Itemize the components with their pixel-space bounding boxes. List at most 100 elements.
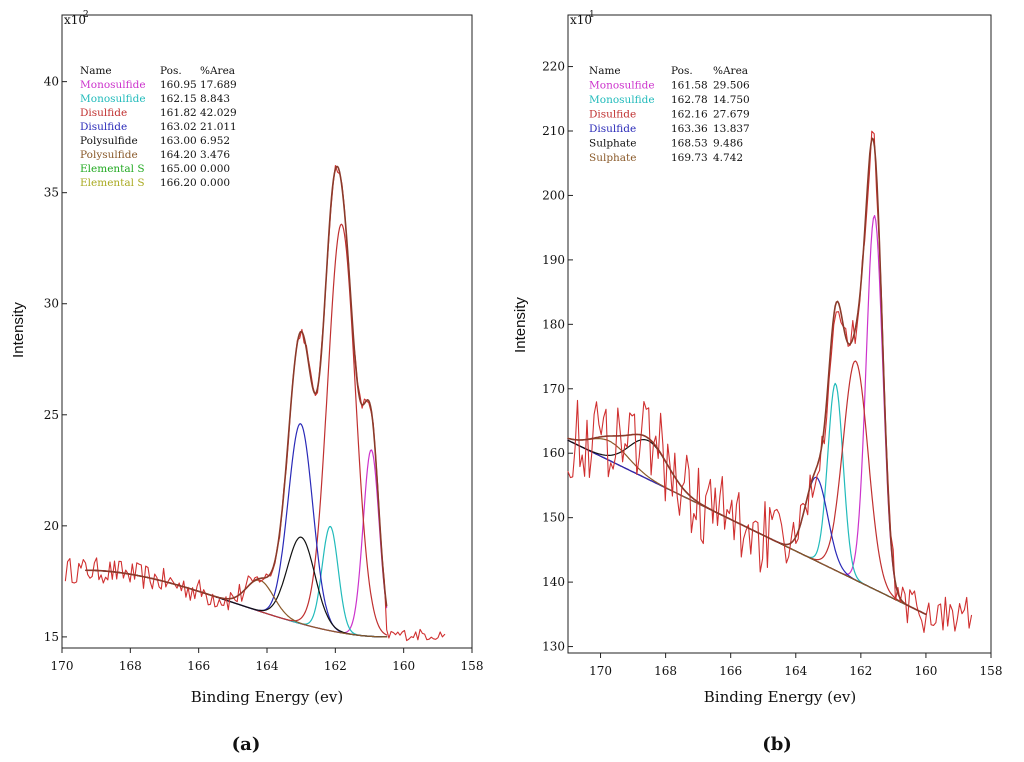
panel-b-y-axis-label: Intensity xyxy=(512,297,529,353)
panel-a-legend-entry-area: 0.000 xyxy=(200,163,230,175)
panel-a-x-axis-label: Binding Energy (ev) xyxy=(191,688,343,706)
panel-a-legend-entry-name: Monosulfide xyxy=(80,93,146,105)
panel-b-plot-frame xyxy=(567,14,992,654)
panel-a-legend-entry-pos: 163.02 xyxy=(160,121,197,133)
panel-a-legend-entry-name: Polysulfide xyxy=(80,149,138,161)
panel-b-fit-envelope xyxy=(567,137,927,616)
panel-b-y-tick-label: 200 xyxy=(542,188,565,202)
panel-a-x-tick-label: 166 xyxy=(187,659,210,673)
panel-a-legend-header-pos: Pos. xyxy=(160,65,182,77)
panel-b-legend-entry-area: 13.837 xyxy=(713,123,750,135)
panel-a-label: (a) xyxy=(232,734,261,755)
panel-a-legend-entry-area: 17.689 xyxy=(200,79,237,91)
panel-a-legend-entry-area: 42.029 xyxy=(200,107,237,119)
panel-a-y-tick-label: 20 xyxy=(44,519,59,533)
panel-a-legend-entry-area: 21.011 xyxy=(200,121,237,133)
panel-b-y-multiplier: x10 xyxy=(570,13,592,27)
panel-b-legend-entry-pos: 163.36 xyxy=(671,123,708,135)
panel-a-chart: x10 2 Intensity Binding Energy (ev) (a) … xyxy=(10,10,483,755)
panel-b-y-tick-label: 190 xyxy=(542,253,565,267)
panel-b-legend-entry-name: Sulphate xyxy=(589,152,637,164)
panel-b-x-tick-label: 164 xyxy=(784,664,807,678)
panel-b-legend-entry-area: 27.679 xyxy=(713,109,750,121)
panel-b-label: (b) xyxy=(762,734,792,755)
panel-a-y-tick-label: 25 xyxy=(44,408,59,422)
panel-a-y-tick-label: 35 xyxy=(44,186,59,200)
panel-b-y-tick-label: 160 xyxy=(542,446,565,460)
panel-a-legend: Name Pos. %Area Monosulfide 160.95 17.689 Mono… xyxy=(80,65,237,189)
panel-a-y-tick-label: 40 xyxy=(44,75,59,89)
panel-b-legend-entry-pos: 168.53 xyxy=(671,138,708,150)
panel-b-y-tick-label: 220 xyxy=(542,60,565,74)
panel-a-legend-header-area: %Area xyxy=(200,65,235,77)
panel-a-y-tick-label: 15 xyxy=(44,630,59,644)
panel-a-ticks: 170 168 166 164 162 160 158 15 20 25 30 35 40 xyxy=(44,75,484,673)
panel-a-x-tick-label: 170 xyxy=(51,659,74,673)
panel-b-x-tick-label: 158 xyxy=(980,664,1003,678)
panel-a-x-tick-label: 168 xyxy=(119,659,142,673)
panel-b-x-tick-label: 170 xyxy=(589,664,612,678)
panel-b-legend-header-pos: Pos. xyxy=(671,65,693,77)
panel-a-legend-entry-name: Elemental S xyxy=(80,177,145,189)
panel-a-legend-entry-name: Elemental S xyxy=(80,163,145,175)
panel-a-legend-entry-pos: 166.20 xyxy=(160,177,197,189)
panel-a-legend-entry-area: 6.952 xyxy=(200,135,230,147)
panel-b-x-tick-label: 166 xyxy=(719,664,742,678)
panel-b-y-tick-label: 210 xyxy=(542,124,565,138)
panel-b-ticks: 170 168 166 164 162 160 158 130 140 150 160 170 180 1… xyxy=(542,60,1002,678)
panel-a-legend-entry-pos: 163.00 xyxy=(160,135,197,147)
panel-b-y-tick-label: 130 xyxy=(542,640,565,654)
panel-a-series xyxy=(64,165,446,642)
panel-a-legend-entry-name: Polysulfide xyxy=(80,135,138,147)
panel-a-legend-entry-area: 3.476 xyxy=(200,149,230,161)
panel-a-legend-entry-pos: 162.15 xyxy=(160,93,197,105)
panel-b-y-tick-label: 140 xyxy=(542,575,565,589)
panel-b-legend-entry-name: Monosulfide xyxy=(589,80,655,92)
panel-b-legend-entry-pos: 161.58 xyxy=(671,80,708,92)
panel-b-legend-entry-name: Disulfide xyxy=(589,123,636,135)
panel-b-x-axis-label: Binding Energy (ev) xyxy=(704,688,856,706)
panel-b-legend-entry-pos: 162.16 xyxy=(671,109,708,121)
panel-b-legend-entry-pos: 162.78 xyxy=(671,94,708,106)
panel-a-x-tick-label: 158 xyxy=(461,659,484,673)
panel-b-legend-entry-pos: 169.73 xyxy=(671,152,708,164)
panel-a-y-multiplier-exp: 2 xyxy=(83,10,89,20)
panel-b-legend-entry-area: 9.486 xyxy=(713,138,743,150)
panel-a-legend-entry-pos: 164.20 xyxy=(160,149,197,161)
panel-a-legend-entry-pos: 165.00 xyxy=(160,163,197,175)
panel-b-legend-entry-name: Monosulfide xyxy=(589,94,655,106)
panel-b-legend-entry-area: 29.506 xyxy=(713,80,750,92)
panel-a-legend-entry-name: Monosulfide xyxy=(80,79,146,91)
panel-b-legend-entry-area: 14.750 xyxy=(713,94,750,106)
panel-a-legend-entry-area: 8.843 xyxy=(200,93,230,105)
panel-a-y-axis-label: Intensity xyxy=(10,302,27,358)
panel-a-x-tick-label: 160 xyxy=(392,659,415,673)
panel-b-x-tick-label: 168 xyxy=(654,664,677,678)
panel-b-legend: Name Pos. %Area Monosulfide 161.58 29.506 Mono… xyxy=(589,65,750,164)
panel-b-x-tick-label: 162 xyxy=(849,664,872,678)
panel-b-legend-header-area: %Area xyxy=(713,65,748,77)
panel-b-y-tick-label: 150 xyxy=(542,511,565,525)
panel-a-x-tick-label: 164 xyxy=(256,659,279,673)
panel-b-y-tick-label: 170 xyxy=(542,382,565,396)
panel-b-x-tick-label: 160 xyxy=(914,664,937,678)
panel-b-y-multiplier-exp: 1 xyxy=(589,10,595,20)
panel-a-y-multiplier: x10 xyxy=(64,13,86,27)
panel-a-legend-entry-area: 0.000 xyxy=(200,177,230,189)
panel-b-y-tick-label: 180 xyxy=(542,317,565,331)
panel-a-legend-entry-name: Disulfide xyxy=(80,121,127,133)
panel-b-legend-entry-name: Disulfide xyxy=(589,109,636,121)
panel-b-legend-header-name: Name xyxy=(589,65,621,77)
panel-b-legend-entry-name: Sulphate xyxy=(589,138,637,150)
panel-a-legend-entry-pos: 161.82 xyxy=(160,107,197,119)
panel-a-x-tick-label: 162 xyxy=(324,659,347,673)
panel-a-legend-entry-pos: 160.95 xyxy=(160,79,197,91)
panel-a-plot-frame xyxy=(61,14,473,649)
panel-b-chart: x10 1 Intensity Binding Energy (ev) (b) … xyxy=(512,10,1002,755)
panel-b-legend-entry-area: 4.742 xyxy=(713,152,743,164)
panel-a-legend-entry-name: Disulfide xyxy=(80,107,127,119)
panel-b-series xyxy=(567,130,973,633)
panel-a-y-tick-label: 30 xyxy=(44,297,59,311)
panel-a-legend-header-name: Name xyxy=(80,65,112,77)
